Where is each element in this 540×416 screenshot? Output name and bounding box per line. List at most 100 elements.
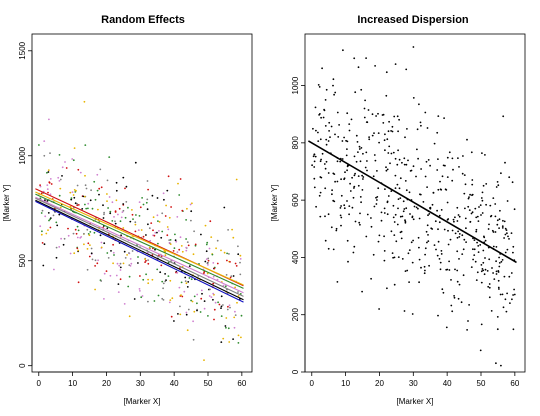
data-point: [495, 186, 498, 188]
data-point: [149, 239, 152, 242]
data-point: [233, 326, 236, 329]
regression-line: [35, 199, 244, 301]
data-point: [58, 246, 61, 248]
data-point: [325, 88, 328, 91]
data-point: [437, 228, 439, 231]
data-point: [215, 247, 218, 250]
data-point: [99, 168, 102, 171]
data-point: [331, 189, 333, 192]
data-point: [206, 262, 209, 265]
data-point: [128, 275, 131, 278]
data-point: [100, 186, 103, 189]
data-point: [349, 182, 351, 185]
data-point: [72, 232, 75, 235]
data-point: [476, 271, 479, 274]
data-point: [469, 221, 472, 223]
data-point: [205, 243, 208, 246]
x-axis: 0 10 20 30 40 50 60: [310, 371, 520, 388]
data-point: [220, 341, 223, 343]
data-point: [410, 169, 413, 172]
data-point: [340, 205, 342, 207]
data-point: [500, 172, 502, 175]
data-point: [380, 211, 383, 214]
data-point: [318, 86, 321, 88]
data-point: [397, 149, 399, 152]
data-point: [404, 180, 407, 182]
data-point: [185, 249, 188, 252]
data-point: [163, 198, 165, 201]
data-point: [417, 207, 419, 210]
data-point: [44, 215, 47, 218]
data-point: [478, 206, 480, 208]
data-point: [168, 301, 171, 304]
data-point: [375, 196, 377, 199]
x-tick-label: 10: [68, 379, 77, 388]
data-point: [420, 168, 422, 170]
data-point: [207, 315, 209, 317]
data-point: [386, 200, 389, 203]
data-point: [498, 218, 501, 221]
data-point: [366, 160, 368, 162]
data-point: [404, 221, 407, 224]
data-point: [401, 161, 403, 164]
data-point: [317, 140, 320, 143]
data-point: [98, 193, 100, 196]
data-point: [166, 226, 169, 228]
data-point: [340, 216, 343, 219]
data-point: [150, 222, 153, 225]
data-point: [128, 315, 131, 318]
data-point: [502, 219, 504, 222]
data-point: [506, 292, 508, 295]
data-point: [370, 217, 372, 219]
data-point: [348, 213, 350, 216]
data-point: [194, 243, 197, 246]
data-point: [222, 337, 225, 340]
data-point: [375, 115, 377, 117]
data-point: [390, 230, 393, 233]
data-point: [504, 161, 506, 164]
data-point: [472, 248, 474, 251]
data-point: [67, 227, 69, 230]
data-point: [77, 168, 80, 171]
data-point: [132, 218, 134, 221]
data-point: [57, 176, 60, 179]
data-point: [403, 157, 406, 160]
data-point: [327, 247, 330, 250]
data-point: [234, 262, 237, 265]
data-point: [190, 210, 193, 213]
data-point: [438, 221, 441, 224]
data-point: [471, 211, 474, 214]
data-point: [457, 230, 459, 233]
data-point: [49, 152, 51, 155]
data-point: [232, 338, 235, 340]
data-point: [49, 218, 51, 221]
data-point: [74, 228, 77, 231]
data-point: [405, 207, 408, 210]
data-point: [442, 291, 445, 294]
data-point: [230, 275, 233, 278]
data-point: [370, 277, 372, 280]
data-point: [117, 291, 120, 293]
data-point: [65, 167, 68, 169]
data-points: [38, 100, 243, 361]
data-point: [133, 298, 136, 300]
data-point: [144, 258, 147, 260]
data-point: [376, 199, 378, 201]
data-point: [413, 205, 416, 208]
data-point: [40, 233, 43, 236]
data-point: [374, 65, 376, 67]
data-point: [171, 297, 174, 300]
data-point: [356, 141, 359, 143]
data-point: [138, 215, 141, 217]
data-point: [512, 328, 515, 331]
data-point: [391, 125, 394, 128]
data-point: [448, 260, 450, 263]
data-point: [373, 205, 376, 208]
data-point: [498, 262, 501, 264]
data-point: [398, 118, 400, 121]
data-point: [398, 158, 401, 161]
data-point: [122, 203, 125, 205]
data-point: [162, 282, 165, 285]
data-point: [386, 138, 389, 141]
data-point: [140, 296, 143, 299]
